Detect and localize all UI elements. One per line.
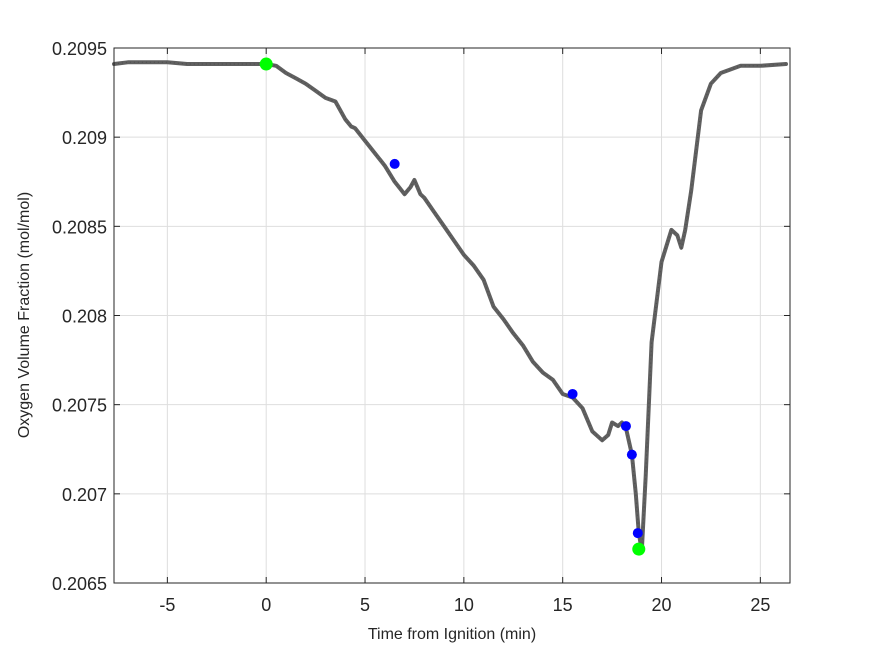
y-tick-label: 0.2075 [52, 396, 107, 416]
grid-lines [114, 47, 790, 584]
highlight-point [259, 57, 273, 71]
highlight-point [632, 542, 646, 556]
axis-ticks: -5 0 5 10 15 20 25 0.2065 0.207 0.2075 0.208 0.2085… [52, 39, 790, 615]
y-tick-label: 0.2065 [52, 574, 107, 594]
x-tick-label: 0 [261, 595, 271, 615]
data-series [112, 60, 788, 553]
highlight-point [620, 421, 631, 432]
highlight-markers [259, 57, 646, 556]
x-tick-label: 10 [454, 595, 474, 615]
y-tick-label: 0.2095 [52, 39, 107, 59]
y-axis-label: Oxygen Volume Fraction (mol/mol) [16, 192, 33, 438]
x-axis-label: Time from Ignition (min) [368, 626, 536, 643]
highlight-point [626, 449, 637, 460]
y-tick-label: 0.209 [62, 128, 107, 148]
series-line [112, 60, 788, 553]
x-tick-label: 25 [750, 595, 770, 615]
highlight-point [632, 528, 643, 539]
x-tick-label: 20 [652, 595, 672, 615]
x-tick-label: -5 [159, 595, 175, 615]
highlight-point [567, 388, 578, 399]
series-markers [113, 61, 787, 551]
x-tick-label: 15 [553, 595, 573, 615]
x-tick-label: 5 [360, 595, 370, 615]
highlight-point [389, 158, 400, 169]
y-tick-label: 0.207 [62, 485, 107, 505]
y-tick-label: 0.2085 [52, 217, 107, 237]
y-tick-label: 0.208 [62, 307, 107, 327]
